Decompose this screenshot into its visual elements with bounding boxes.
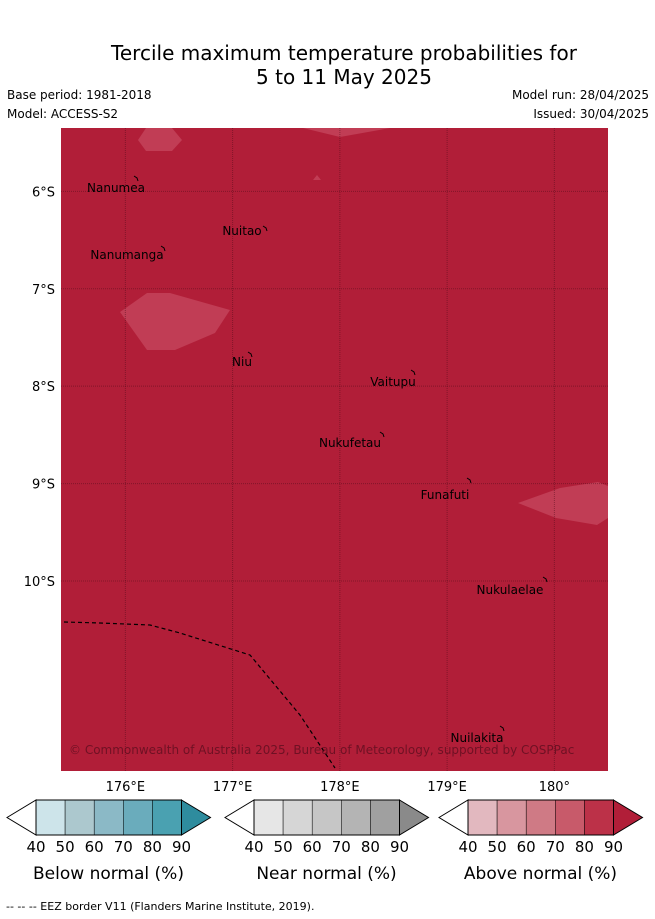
colorbar-tick-label: 50 [487, 838, 507, 856]
colorbar-tick-label: 70 [545, 838, 565, 856]
copyright-notice: © Commonwealth of Australia 2025, Bureau… [69, 743, 574, 757]
place-label: Niu [232, 355, 252, 369]
map-title: Tercile maximum temperature probabilitie… [0, 41, 655, 89]
place-label: Nanumanga [90, 248, 163, 262]
model-run: Model run: 28/04/2025 [511, 88, 649, 102]
island-outline [379, 431, 385, 438]
map-background [61, 128, 608, 771]
title-line-1: Tercile maximum temperature probabilitie… [111, 41, 577, 65]
colorbar-swatch [341, 799, 371, 836]
place-label: Nanumea [87, 181, 145, 195]
colorbar-outline [253, 799, 400, 836]
colorbar-swatch [152, 799, 182, 836]
colorbar-tick-label: 40 [26, 838, 46, 856]
colorbar-swatch [370, 799, 400, 836]
island-outline [262, 225, 268, 232]
colorbar-tick-label: 70 [331, 838, 351, 856]
colorbar-tick-label: 70 [113, 838, 133, 856]
colorbar-caption: Near normal (%) [256, 864, 397, 884]
title-line-2: 5 to 11 May 2025 [256, 65, 432, 89]
probability-patch [138, 128, 182, 151]
island-outline [160, 245, 166, 252]
colorbar-swatch [467, 799, 498, 836]
colorbar-tick-label: 80 [142, 838, 162, 856]
island-outline [542, 576, 548, 583]
colorbar-tick-label: 40 [458, 838, 478, 856]
island-outline [466, 477, 472, 484]
eez-footnote: -- -- -- EEZ border V11 (Flanders Marine… [6, 900, 315, 913]
lat-tick-label: 10°S [24, 575, 55, 590]
colorbars [6, 799, 644, 836]
colorbar-tick-label: 50 [273, 838, 293, 856]
colorbar-tick-label: 50 [55, 838, 75, 856]
eez-border [63, 621, 336, 769]
colorbar-tick-label: 90 [603, 838, 624, 856]
island-outline [410, 369, 416, 376]
lon-tick-label: 176°E [106, 780, 146, 795]
base-period: Base period: 1981-2018 [7, 88, 152, 102]
colorbar-swatch [555, 799, 585, 836]
colorbar-swatch [525, 799, 556, 836]
colorbar-swatch [35, 799, 66, 836]
lon-tick-label: 180° [539, 780, 570, 795]
colorbar-swatch [123, 799, 153, 836]
colorbar-low-extend [6, 799, 37, 836]
map-area: 6°S 7°S 8°S 9°S 10°S 176°E 177°E 178°E 179°E 180°… [24, 128, 608, 795]
colorbar-tick-label: 40 [244, 838, 264, 856]
colorbar-high-extend [181, 799, 212, 836]
place-label: Nukufetau [319, 436, 381, 450]
colorbar-caption: Below normal (%) [33, 864, 184, 884]
colorbar-tick-label: 60 [516, 838, 536, 856]
lat-tick-label: 6°S [32, 185, 55, 200]
place-label: Nukulaelae [477, 583, 544, 597]
colorbar-tick-label: 60 [302, 838, 322, 856]
island-outline [133, 175, 139, 182]
colorbar-low-extend [224, 799, 255, 836]
colorbar-swatch [282, 799, 313, 836]
lat-tick-label: 9°S [32, 478, 55, 493]
probability-patch [303, 128, 390, 137]
colorbar-outline [35, 799, 182, 836]
lat-tick-label: 7°S [32, 283, 55, 298]
colorbar-swatch [253, 799, 284, 836]
issued-date: Issued: 30/04/2025 [533, 107, 649, 121]
colorbar-tick-label: 60 [84, 838, 104, 856]
probability-patch [313, 175, 321, 180]
colorbar-swatch [311, 799, 342, 836]
lon-tick-label: 179°E [427, 780, 467, 795]
colorbar-low-extend [438, 799, 469, 836]
place-label: Nuilakita [451, 731, 504, 745]
probability-patch [120, 293, 230, 350]
place-label: Vaitupu [370, 375, 416, 389]
probability-patch [518, 482, 608, 525]
island-outline [499, 725, 505, 732]
colorbar-tick-label: 80 [574, 838, 594, 856]
colorbar-swatch [584, 799, 614, 836]
colorbar-swatch [93, 799, 124, 836]
colorbar-outline [467, 799, 614, 836]
colorbar-tick-label: 90 [171, 838, 192, 856]
colorbar-swatch [64, 799, 95, 836]
model-name: Model: ACCESS-S2 [7, 107, 119, 121]
lat-tick-label: 8°S [32, 380, 55, 395]
colorbar-high-extend [613, 799, 644, 836]
colorbar-tick-label: 80 [360, 838, 380, 856]
colorbar-high-extend [399, 799, 430, 836]
colorbar-caption: Above normal (%) [463, 864, 618, 884]
place-label: Nuitao [222, 224, 261, 238]
island-outline [247, 351, 253, 358]
lon-tick-label: 178°E [320, 780, 360, 795]
colorbar-tick-label: 90 [389, 838, 410, 856]
lon-tick-label: 177°E [213, 780, 253, 795]
place-label: Funafuti [421, 488, 470, 502]
colorbar-swatch [496, 799, 527, 836]
